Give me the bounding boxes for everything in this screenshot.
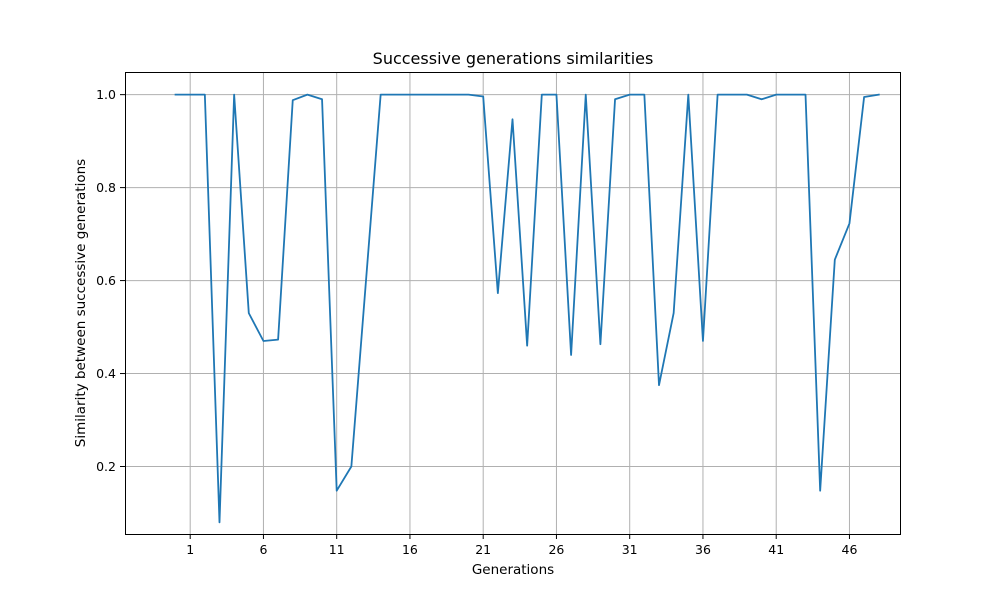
data-point bbox=[496, 291, 500, 295]
series-layer bbox=[174, 93, 881, 524]
data-point bbox=[818, 489, 822, 493]
data-point bbox=[554, 93, 558, 97]
data-point bbox=[525, 344, 529, 348]
grid bbox=[125, 72, 900, 534]
x-tick-label: 36 bbox=[695, 542, 711, 557]
data-point bbox=[305, 93, 309, 97]
data-point bbox=[481, 95, 485, 99]
data-point bbox=[569, 353, 573, 357]
data-point bbox=[467, 93, 471, 97]
data-point bbox=[335, 489, 339, 493]
x-tick-label: 41 bbox=[768, 542, 784, 557]
similarity-series-line bbox=[174, 93, 880, 524]
data-point bbox=[364, 279, 368, 283]
x-tick-label: 6 bbox=[259, 542, 267, 557]
data-point bbox=[833, 258, 837, 262]
data-point bbox=[188, 93, 192, 97]
data-point bbox=[716, 93, 720, 97]
data-point bbox=[598, 342, 602, 346]
data-point bbox=[232, 93, 236, 97]
y-tick-label: 0.8 bbox=[96, 180, 116, 195]
data-point bbox=[613, 97, 617, 101]
data-point bbox=[584, 93, 588, 97]
data-point bbox=[672, 311, 676, 315]
x-tick-label: 46 bbox=[842, 542, 858, 557]
data-point bbox=[701, 339, 705, 343]
chart-title: Successive generations similarities bbox=[373, 49, 654, 68]
y-tick-label: 1.0 bbox=[96, 87, 116, 102]
data-point bbox=[423, 93, 427, 97]
y-tick-label: 0.2 bbox=[96, 459, 116, 474]
plot-frame bbox=[125, 72, 901, 535]
data-point bbox=[789, 93, 793, 97]
data-point bbox=[393, 93, 397, 97]
y-tick-label: 0.4 bbox=[96, 366, 116, 381]
data-point bbox=[217, 520, 221, 524]
x-tick-label: 11 bbox=[329, 542, 345, 557]
data-point bbox=[174, 93, 178, 97]
x-tick-label: 26 bbox=[548, 542, 564, 557]
data-point bbox=[642, 93, 646, 97]
data-point bbox=[437, 93, 441, 97]
data-point bbox=[452, 93, 456, 97]
data-point bbox=[276, 338, 280, 342]
data-point bbox=[511, 117, 515, 121]
data-point bbox=[261, 339, 265, 343]
data-point bbox=[247, 311, 251, 315]
data-point bbox=[745, 93, 749, 97]
x-tick-label: 1 bbox=[186, 542, 194, 557]
data-point bbox=[349, 465, 353, 469]
data-point bbox=[628, 93, 632, 97]
x-tick-label: 31 bbox=[622, 542, 638, 557]
data-point bbox=[804, 93, 808, 97]
data-point bbox=[657, 383, 661, 387]
data-point bbox=[203, 93, 207, 97]
data-point bbox=[862, 95, 866, 99]
x-axis-ticks: 1 6 11 16 21 26 31 36 41 46 bbox=[186, 534, 857, 557]
data-point bbox=[774, 93, 778, 97]
data-point bbox=[540, 93, 544, 97]
y-axis-ticks: 0.2 0.4 0.6 0.8 1.0 bbox=[96, 87, 125, 474]
data-point bbox=[686, 93, 690, 97]
data-point bbox=[847, 221, 851, 225]
data-point bbox=[730, 93, 734, 97]
y-axis-label: Similarity between successive generation… bbox=[73, 159, 89, 447]
data-point bbox=[291, 98, 295, 102]
x-axis-label: Generations bbox=[472, 562, 554, 578]
x-tick-label: 21 bbox=[475, 542, 491, 557]
data-point bbox=[408, 93, 412, 97]
data-point bbox=[877, 93, 881, 97]
data-point bbox=[320, 97, 324, 101]
data-point bbox=[760, 97, 764, 101]
x-tick-label: 16 bbox=[402, 542, 418, 557]
data-point bbox=[379, 93, 383, 97]
y-tick-label: 0.6 bbox=[96, 273, 116, 288]
